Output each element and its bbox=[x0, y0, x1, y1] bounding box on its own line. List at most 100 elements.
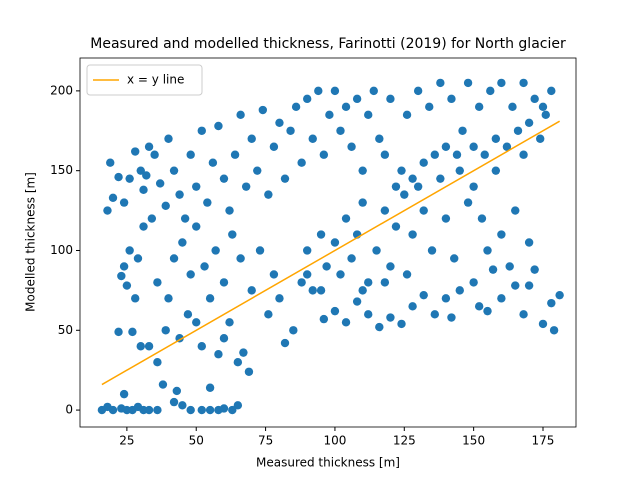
point bbox=[541, 110, 550, 120]
point bbox=[441, 294, 451, 303]
point bbox=[524, 118, 534, 127]
point bbox=[488, 265, 498, 274]
point bbox=[233, 358, 243, 367]
point bbox=[106, 158, 115, 167]
point bbox=[117, 271, 126, 281]
point bbox=[297, 158, 306, 167]
point bbox=[519, 150, 528, 159]
y-tick-label: 100 bbox=[50, 243, 73, 257]
point bbox=[144, 405, 154, 415]
point bbox=[455, 286, 464, 295]
point bbox=[408, 302, 417, 311]
point bbox=[463, 198, 473, 207]
point bbox=[153, 278, 162, 287]
point bbox=[241, 182, 251, 191]
y-tick-label: 50 bbox=[58, 323, 73, 337]
point bbox=[352, 94, 362, 104]
point bbox=[330, 306, 340, 316]
point bbox=[119, 389, 129, 399]
point bbox=[139, 185, 148, 195]
point bbox=[136, 342, 145, 351]
point bbox=[386, 262, 395, 271]
point bbox=[186, 405, 195, 415]
point bbox=[142, 171, 151, 180]
point bbox=[119, 198, 129, 207]
point bbox=[169, 166, 179, 175]
point bbox=[530, 265, 539, 274]
point bbox=[364, 110, 373, 120]
point bbox=[155, 179, 165, 188]
legend-label: x = y line bbox=[127, 73, 184, 87]
point bbox=[530, 94, 539, 104]
point bbox=[430, 310, 440, 319]
y-tick-label: 150 bbox=[50, 163, 73, 177]
point bbox=[158, 380, 168, 389]
point bbox=[314, 86, 323, 96]
point bbox=[441, 214, 451, 223]
y-tick-label: 200 bbox=[50, 83, 73, 97]
point bbox=[244, 367, 254, 376]
point bbox=[450, 254, 459, 263]
point bbox=[474, 102, 484, 112]
legend-box bbox=[86, 64, 203, 96]
point bbox=[114, 172, 123, 182]
point bbox=[555, 290, 564, 300]
point bbox=[319, 314, 329, 324]
point bbox=[364, 278, 373, 287]
point bbox=[419, 290, 428, 300]
point bbox=[236, 254, 245, 263]
point bbox=[119, 262, 129, 271]
point bbox=[175, 190, 184, 199]
point bbox=[225, 318, 234, 327]
point bbox=[502, 142, 512, 151]
point bbox=[486, 86, 495, 96]
x-tick-label: 175 bbox=[532, 434, 555, 448]
point bbox=[505, 262, 514, 271]
point bbox=[402, 110, 412, 120]
point bbox=[483, 306, 492, 316]
point bbox=[549, 326, 559, 335]
point bbox=[519, 310, 528, 319]
point bbox=[136, 166, 145, 175]
point bbox=[131, 294, 140, 303]
point bbox=[469, 278, 478, 287]
y-axis-label: Modelled thickness [m] bbox=[24, 172, 38, 312]
point bbox=[197, 405, 206, 415]
point bbox=[341, 318, 351, 327]
point bbox=[319, 150, 329, 159]
point bbox=[325, 110, 334, 120]
point bbox=[391, 182, 401, 191]
y-tick-label: 0 bbox=[65, 403, 73, 417]
point bbox=[427, 246, 437, 255]
point bbox=[131, 147, 140, 156]
point bbox=[380, 278, 390, 287]
point bbox=[547, 298, 556, 308]
point bbox=[286, 126, 295, 135]
point bbox=[125, 246, 134, 255]
line bbox=[101, 120, 561, 386]
point bbox=[336, 270, 345, 279]
point bbox=[400, 190, 409, 199]
point bbox=[178, 238, 187, 247]
point bbox=[108, 193, 118, 203]
point bbox=[336, 126, 345, 135]
point bbox=[214, 350, 223, 359]
point bbox=[289, 326, 298, 335]
chart-title: Measured and modelled thickness, Farinot… bbox=[90, 36, 566, 52]
point bbox=[397, 166, 406, 175]
point bbox=[547, 86, 556, 96]
point bbox=[538, 102, 548, 112]
point bbox=[425, 102, 434, 112]
point bbox=[164, 134, 173, 143]
x-tick-label: 75 bbox=[258, 434, 273, 448]
point bbox=[436, 174, 445, 183]
point bbox=[408, 230, 417, 239]
x-tick-label: 125 bbox=[393, 434, 416, 448]
point bbox=[480, 150, 489, 159]
point bbox=[455, 166, 464, 175]
point bbox=[316, 286, 326, 295]
point bbox=[330, 86, 340, 96]
point bbox=[214, 121, 223, 131]
point bbox=[128, 327, 137, 337]
point bbox=[386, 94, 395, 104]
